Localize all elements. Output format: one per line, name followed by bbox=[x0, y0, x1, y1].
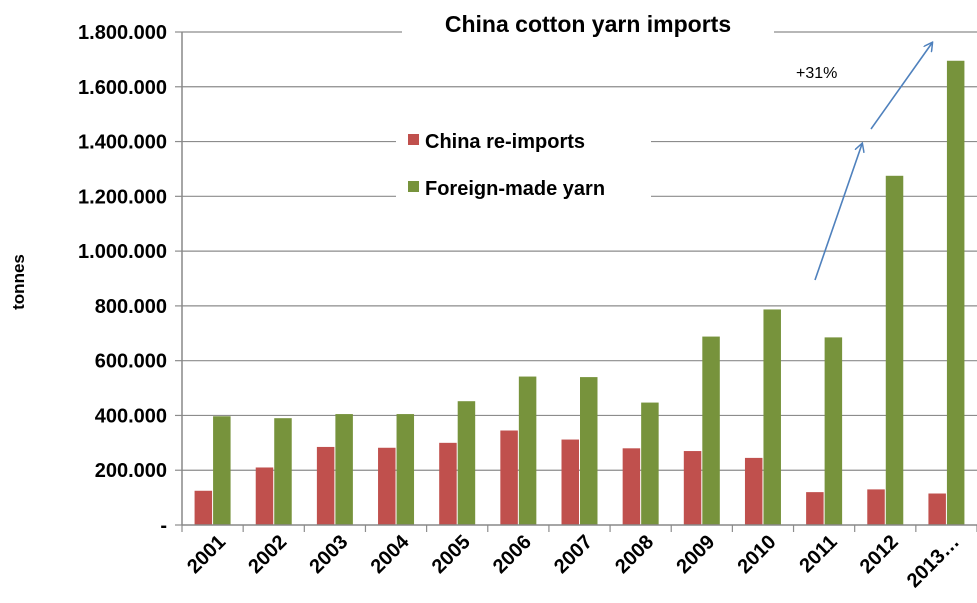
x-tick-label: 2011 bbox=[795, 531, 841, 577]
x-tick-label: 2007 bbox=[550, 531, 597, 578]
y-tick-labels: - 200.000 400.000 600.000 800.000 1.000.000 1.… bbox=[78, 22, 167, 537]
legend-label-china-re-imports: China re-imports bbox=[425, 131, 585, 153]
x-tick-label: 2002 bbox=[244, 531, 291, 578]
x-tick-label: 2006 bbox=[489, 531, 536, 578]
bar-foreign-made-yarn-2008 bbox=[641, 402, 659, 525]
bar-foreign-made-yarn-2011 bbox=[824, 337, 843, 525]
y-tick-label: 600.000 bbox=[95, 351, 167, 373]
bar-foreign-made-yarn-2006 bbox=[518, 376, 537, 525]
y-tick-label: 1.000.000 bbox=[78, 241, 167, 263]
growth-annotation: +31% bbox=[796, 43, 932, 281]
y-tick-label: 1.800.000 bbox=[78, 22, 167, 44]
bar-china-re-imports-2011 bbox=[806, 492, 824, 525]
bar-china-re-imports-2008 bbox=[622, 448, 641, 525]
growth-annotation-label: +31% bbox=[796, 65, 837, 82]
bar-china-re-imports-2004 bbox=[378, 447, 396, 525]
bar-foreign-made-yarn-2010 bbox=[763, 309, 781, 525]
y-axis-label: tonnes bbox=[9, 254, 28, 310]
bar-china-re-imports-2002 bbox=[255, 467, 274, 525]
growth-arrow-2012-2013 bbox=[870, 43, 932, 130]
bar-china-re-imports-2009 bbox=[683, 451, 702, 525]
x-tick-label: 2012 bbox=[856, 531, 903, 578]
y-tick-label: 400.000 bbox=[95, 405, 167, 427]
x-tick-label: 2003 bbox=[305, 531, 352, 578]
title-background bbox=[402, 6, 774, 40]
x-tick-label: 2009 bbox=[672, 531, 719, 578]
y-tick-label: 800.000 bbox=[95, 296, 167, 318]
legend-swatch-foreign-made-yarn bbox=[408, 181, 419, 192]
bar-china-re-imports-2007 bbox=[561, 439, 579, 525]
x-tick-label: 2001 bbox=[183, 531, 230, 578]
x-tick-label: 2008 bbox=[611, 531, 658, 578]
bar-china-re-imports-2003 bbox=[316, 446, 335, 525]
bar-foreign-made-yarn-2001 bbox=[213, 416, 231, 525]
growth-arrow-2011-2012 bbox=[814, 144, 862, 281]
bars bbox=[194, 60, 965, 526]
bar-foreign-made-yarn-2007 bbox=[580, 377, 598, 525]
bar-china-re-imports-2010 bbox=[744, 457, 763, 525]
chart-title: China cotton yarn imports bbox=[445, 11, 731, 37]
bar-china-re-imports-2013 bbox=[928, 493, 946, 525]
y-tick-label: 200.000 bbox=[95, 460, 167, 482]
x-tick-labels: 2001 2002 2003 2004 2005 2006 2007 2008 2009 2010… bbox=[183, 530, 964, 592]
x-tick-label: 2010 bbox=[733, 531, 780, 578]
legend: China re-imports Foreign-made yarn bbox=[396, 122, 651, 208]
bar-china-re-imports-2006 bbox=[500, 430, 518, 525]
bar-foreign-made-yarn-2012 bbox=[885, 175, 904, 525]
bar-china-re-imports-2005 bbox=[439, 442, 457, 525]
x-tick-label: 2013… bbox=[903, 531, 964, 592]
x-tick-label: 2005 bbox=[428, 531, 475, 578]
bar-china-re-imports-2001 bbox=[194, 490, 213, 525]
bar-foreign-made-yarn-2013 bbox=[946, 60, 965, 526]
y-tick-label: 1.200.000 bbox=[78, 186, 167, 208]
legend-background bbox=[396, 122, 651, 208]
y-tick-label: - bbox=[160, 515, 167, 537]
y-tick-label: 1.600.000 bbox=[78, 77, 167, 99]
bar-foreign-made-yarn-2002 bbox=[274, 418, 292, 525]
y-tick-label: 1.400.000 bbox=[78, 132, 167, 154]
legend-label-foreign-made-yarn: Foreign-made yarn bbox=[425, 178, 605, 200]
bar-foreign-made-yarn-2004 bbox=[396, 414, 415, 525]
bar-foreign-made-yarn-2009 bbox=[702, 336, 720, 525]
bar-china-re-imports-2012 bbox=[867, 489, 885, 525]
bar-foreign-made-yarn-2005 bbox=[457, 401, 476, 525]
x-tick-label: 2004 bbox=[367, 530, 415, 578]
bar-foreign-made-yarn-2003 bbox=[335, 414, 353, 525]
legend-swatch-china-re-imports bbox=[408, 134, 419, 145]
